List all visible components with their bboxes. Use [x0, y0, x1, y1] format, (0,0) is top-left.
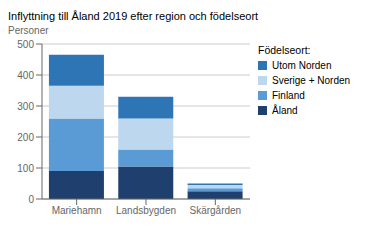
html-text:Utom Norden: Utom Norden — [272, 60, 332, 71]
svg-text:Mariehamn: Mariehamn — [52, 205, 102, 216]
svg-text:Landsbygden: Landsbygden — [116, 205, 176, 216]
svg-text:400: 400 — [17, 70, 34, 81]
svg-text:300: 300 — [17, 101, 34, 112]
svg-text:Skärgården: Skärgården — [189, 205, 241, 216]
html-text:Födelseort:: Födelseort: — [258, 44, 311, 56]
svg-text:200: 200 — [17, 132, 34, 143]
html-text:Inflyttning till Åland 2019 ef: Inflyttning till Åland 2019 efter region… — [8, 10, 259, 22]
html-text:Sverige + Norden: Sverige + Norden — [272, 75, 351, 86]
html-text:Personer: Personer — [8, 25, 49, 36]
html-text:Åland: Åland — [272, 105, 298, 116]
html-text:Finland: Finland — [272, 90, 305, 101]
svg-text:100: 100 — [17, 163, 34, 174]
svg-text:500: 500 — [17, 39, 34, 50]
svg-text:0: 0 — [28, 194, 34, 205]
